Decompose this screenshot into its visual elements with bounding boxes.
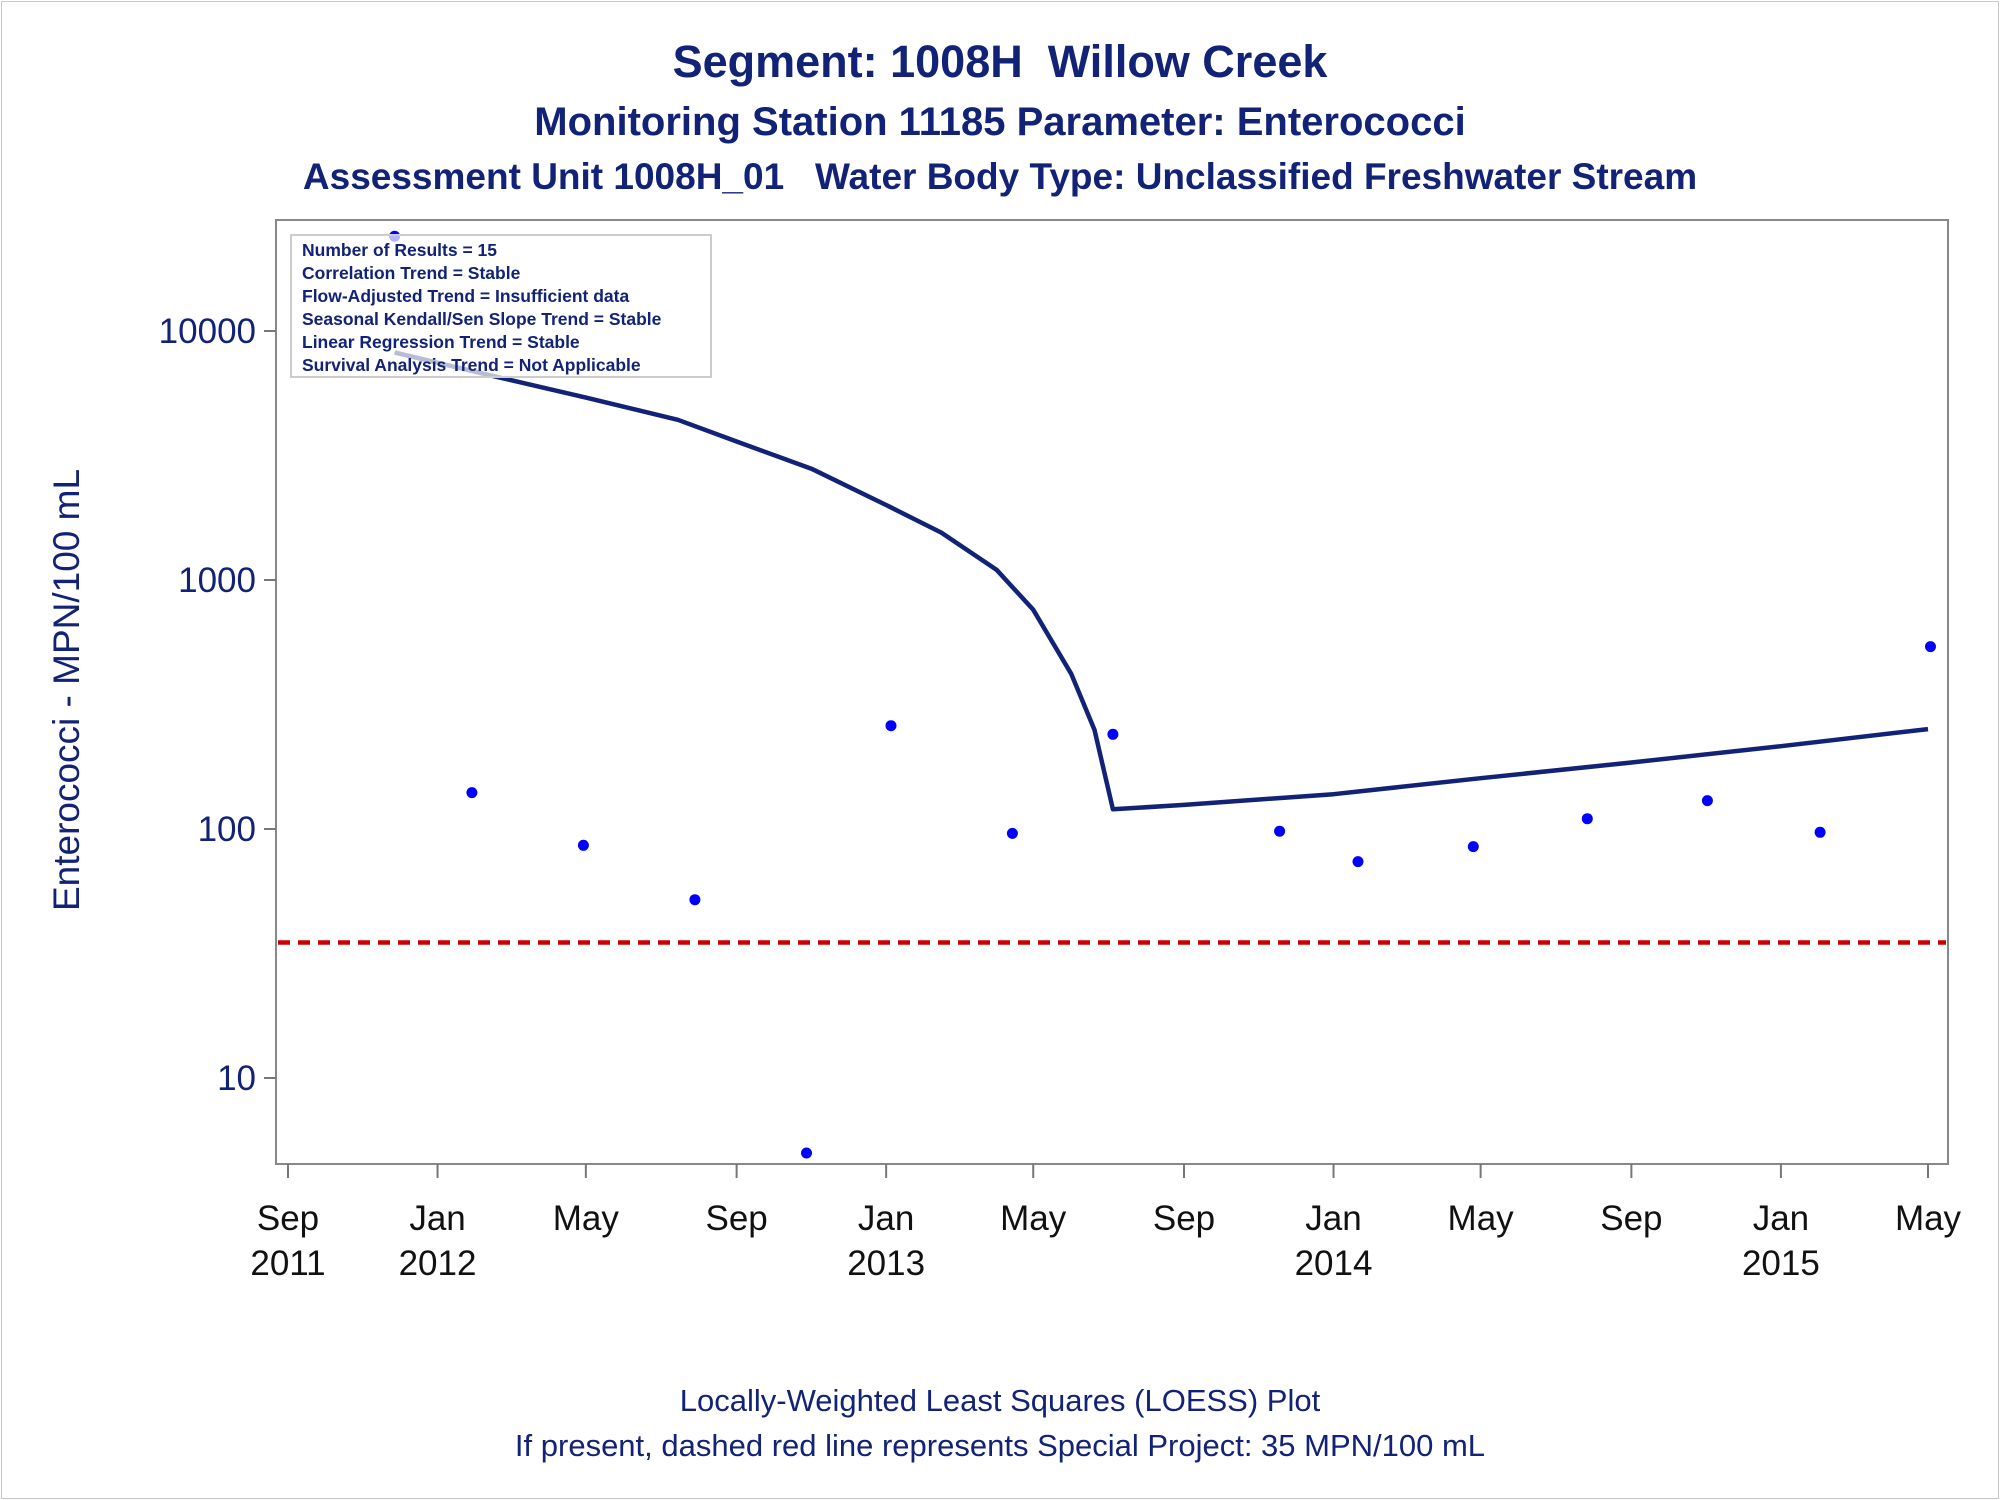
data-point [1814,826,1826,838]
x-tick-label-year: 2012 [399,1244,477,1283]
stats-line: Seasonal Kendall/Sen Slope Trend = Stabl… [302,309,662,329]
x-tick-label-month: Jan [1753,1199,1809,1238]
x-tick-label-year: 2011 [250,1244,325,1283]
data-point [1274,825,1286,837]
footnote-1: Locally-Weighted Least Squares (LOESS) P… [679,1383,1321,1418]
x-tick-label-month: Sep [705,1199,767,1238]
y-tick-label: 10000 [159,312,256,351]
x-tick-label-month: May [1448,1199,1515,1238]
chart-subtitle-2: Assessment Unit 1008H_01 Water Body Type… [302,156,1698,197]
x-axis: Sep 2011 Jan 2012 May Sep Jan 2013 May Sep Jan 2014… [250,1164,1962,1283]
x-tick-label-month: May [553,1199,620,1238]
data-point [689,894,701,906]
y-tick-label: 1000 [178,561,256,600]
stats-line: Linear Regression Trend = Stable [302,332,580,352]
data-point [885,720,897,732]
x-tick-label-month: Jan [1305,1199,1361,1238]
stats-box-border [290,234,712,378]
chart-subtitle: Monitoring Station 11185 Parameter: Ente… [534,100,1466,144]
x-tick-label-month: Sep [1153,1199,1215,1238]
x-tick-label-year: 2015 [1742,1244,1820,1283]
loess-line [394,350,1929,812]
data-point [577,839,589,851]
data-point [801,1147,812,1159]
plot-area [275,219,1949,1165]
stats-line: Number of Results = 15 [302,240,497,260]
x-tick-label-month: May [1000,1199,1067,1238]
data-point [1107,728,1119,740]
loess-layer [394,350,1929,812]
data-point [1701,795,1713,807]
data-point [1352,856,1364,868]
y-tick-label: 100 [198,810,256,849]
stats-line: Flow-Adjusted Trend = Insufficient data [302,286,629,306]
data-point [1006,827,1018,839]
x-tick-label-month: Sep [257,1199,319,1238]
x-tick-label-year: 2013 [847,1244,925,1283]
data-point [1581,813,1593,825]
stats-box: Number of Results = 15 Correlation Trend … [290,234,712,378]
x-tick-label-year: 2014 [1295,1244,1373,1283]
data-point [1925,641,1936,653]
y-axis: 10 100 1000 10000 [159,312,276,1098]
stats-line: Survival Analysis Trend = Not Applicable [302,355,641,375]
y-tick-label: 10 [217,1059,256,1098]
data-point [466,787,478,799]
footnote-2: If present, dashed red line represents S… [514,1428,1486,1463]
x-tick-label-month: May [1895,1199,1962,1238]
x-tick-label-month: Sep [1600,1199,1662,1238]
x-tick-label-month: Jan [858,1199,914,1238]
chart-title: Segment: 1008H Willow Creek [672,36,1328,87]
y-axis-label: Enterococci - MPN/100 mL [46,469,87,911]
x-tick-label-month: Jan [409,1199,465,1238]
stats-line: Correlation Trend = Stable [302,263,521,283]
data-point [1467,841,1479,853]
